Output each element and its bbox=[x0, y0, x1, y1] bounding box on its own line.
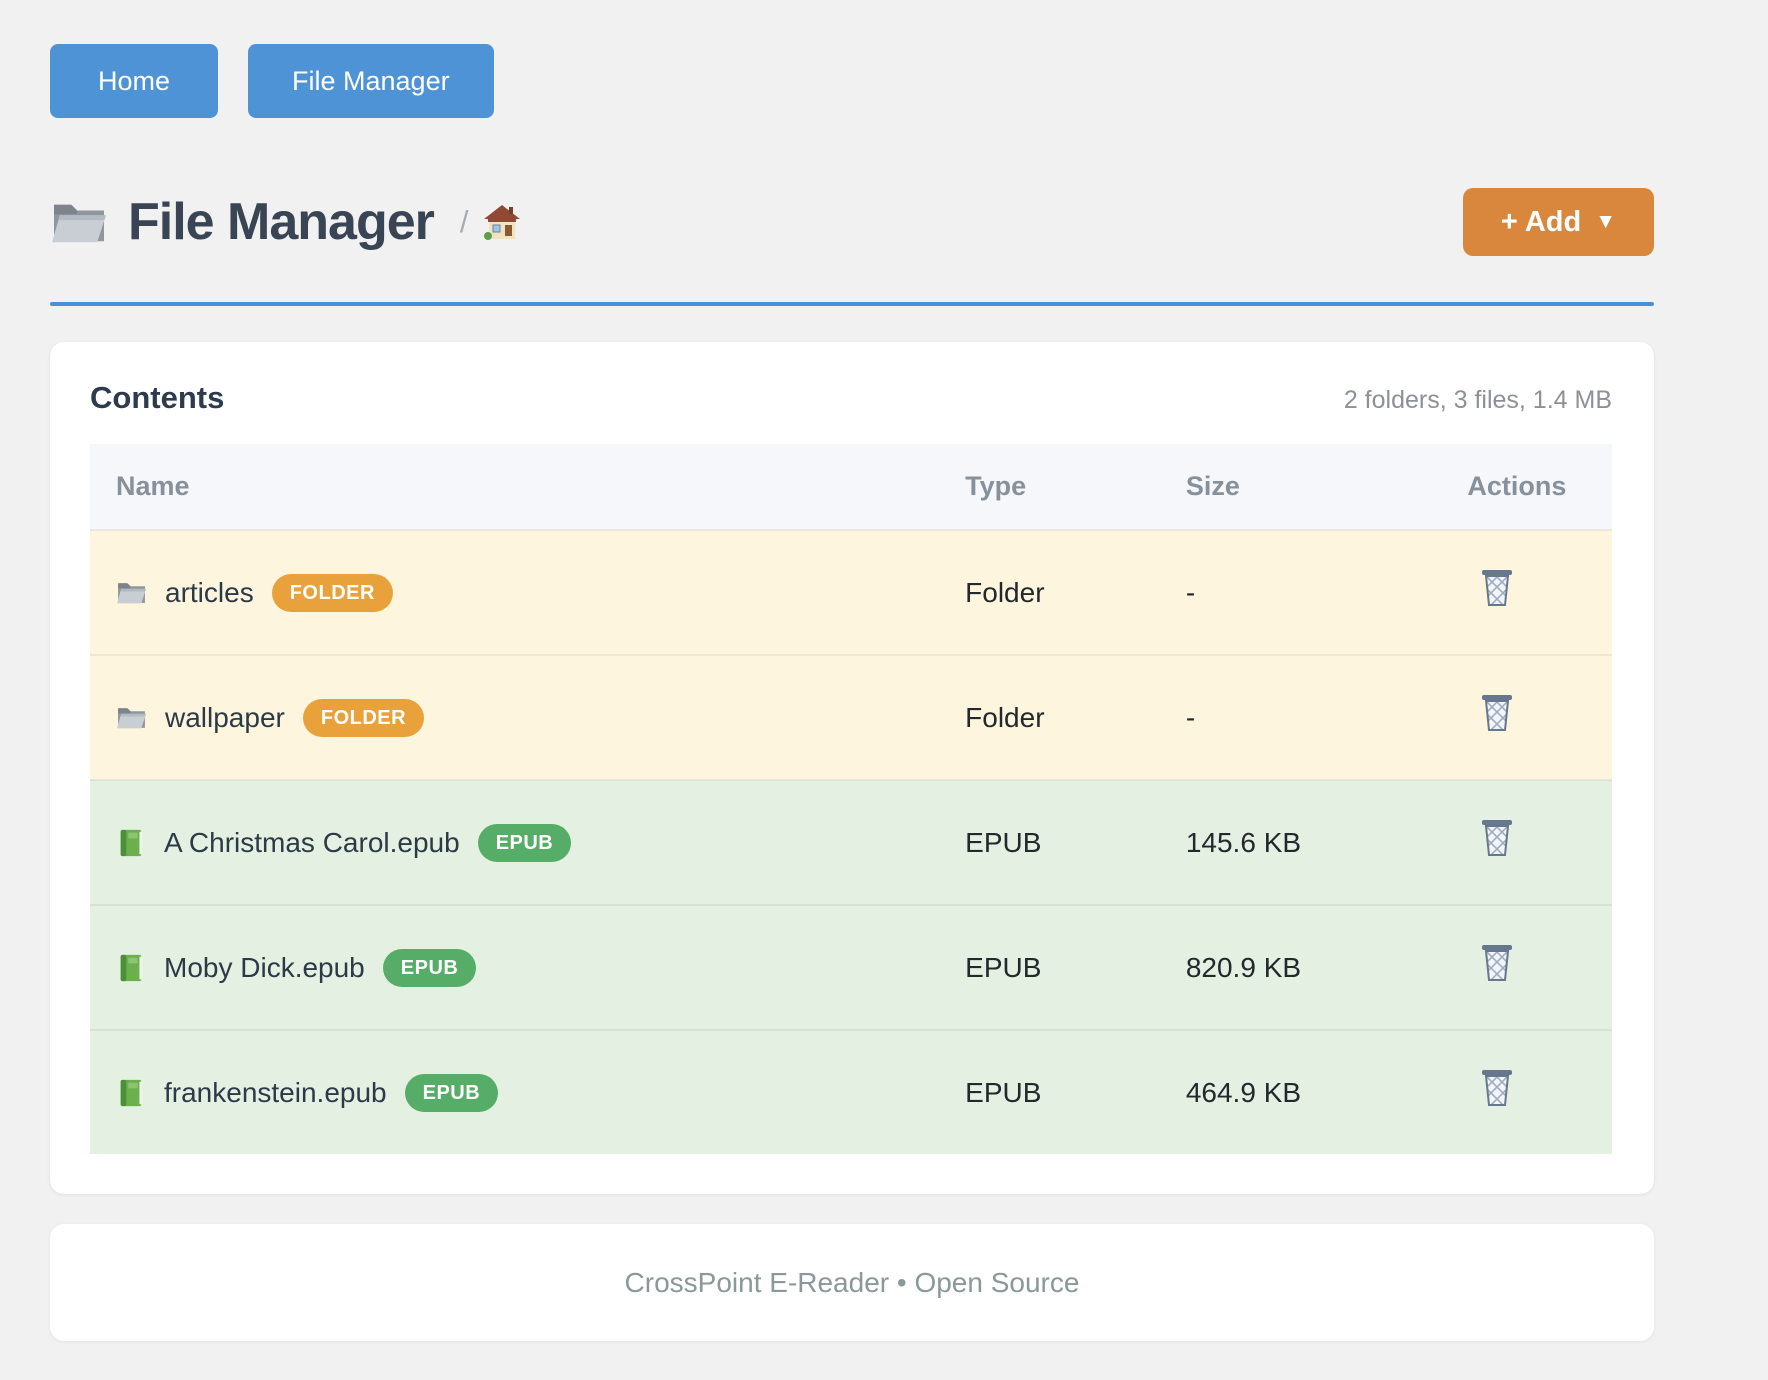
house-icon[interactable] bbox=[483, 203, 521, 241]
file-size: 820.9 KB bbox=[1185, 951, 1302, 983]
file-size: 145.6 KB bbox=[1185, 826, 1302, 858]
column-header-type: Type bbox=[965, 471, 1027, 501]
book-icon bbox=[116, 1078, 146, 1108]
contents-card: Contents 2 folders, 3 files, 1.4 MB Name… bbox=[50, 342, 1654, 1194]
type-badge: EPUB bbox=[404, 1073, 499, 1112]
column-header-size: Size bbox=[1185, 471, 1240, 501]
footer-text: CrossPoint E-Reader • Open Source bbox=[624, 1266, 1080, 1298]
caret-down-icon: ▼ bbox=[1595, 210, 1616, 233]
page-title: File Manager bbox=[128, 193, 435, 251]
type-badge: FOLDER bbox=[271, 573, 393, 612]
file-type: Folder bbox=[965, 701, 1045, 733]
header-divider bbox=[50, 302, 1654, 306]
file-size: 464.9 KB bbox=[1185, 1076, 1302, 1108]
file-name[interactable]: A Christmas Carol.epub bbox=[164, 826, 460, 858]
add-button-label: + Add bbox=[1500, 205, 1582, 238]
file-type: EPUB bbox=[965, 826, 1042, 858]
column-header-name: Name bbox=[116, 471, 190, 501]
trash-icon bbox=[1479, 817, 1515, 860]
delete-button[interactable] bbox=[1479, 692, 1515, 735]
breadcrumb-separator: / bbox=[459, 204, 469, 239]
table-row[interactable]: A Christmas Carol.epub EPUB EPUB 145.6 K… bbox=[90, 780, 1612, 905]
delete-button[interactable] bbox=[1479, 942, 1515, 985]
book-icon bbox=[116, 953, 146, 983]
file-name[interactable]: frankenstein.epub bbox=[164, 1076, 387, 1108]
table-row[interactable]: articles FOLDER Folder - bbox=[90, 530, 1612, 655]
type-badge: EPUB bbox=[477, 823, 572, 862]
trash-icon bbox=[1479, 692, 1515, 735]
home-button[interactable]: Home bbox=[50, 44, 218, 118]
column-header-actions: Actions bbox=[1467, 471, 1567, 501]
page-header: File Manager / + Add ▼ bbox=[50, 188, 1654, 256]
page-container: Home File Manager File Manager / + Add ▼… bbox=[50, 0, 1654, 1341]
table-row[interactable]: Moby Dick.epub EPUB EPUB 820.9 KB bbox=[90, 905, 1612, 1030]
contents-summary: 2 folders, 3 files, 1.4 MB bbox=[1343, 386, 1612, 414]
trash-icon bbox=[1479, 1067, 1515, 1110]
delete-button[interactable] bbox=[1479, 817, 1515, 860]
contents-title: Contents bbox=[90, 380, 225, 415]
file-manager-button[interactable]: File Manager bbox=[248, 44, 494, 118]
file-name[interactable]: wallpaper bbox=[165, 701, 285, 733]
table-row[interactable]: wallpaper FOLDER Folder - bbox=[90, 655, 1612, 780]
folder-icon bbox=[116, 704, 147, 731]
folder-icon bbox=[116, 579, 147, 606]
type-badge: FOLDER bbox=[302, 698, 425, 737]
delete-button[interactable] bbox=[1479, 567, 1515, 610]
book-icon bbox=[116, 828, 146, 858]
delete-button[interactable] bbox=[1479, 1067, 1515, 1110]
file-size: - bbox=[1185, 701, 1196, 733]
file-name[interactable]: articles bbox=[165, 576, 254, 608]
table-row[interactable]: frankenstein.epub EPUB EPUB 464.9 KB bbox=[90, 1030, 1612, 1154]
file-type: EPUB bbox=[965, 951, 1042, 983]
footer: CrossPoint E-Reader • Open Source bbox=[50, 1224, 1654, 1341]
top-nav: Home File Manager bbox=[50, 44, 1654, 118]
file-table: Name Type Size Actions articles FOLDER F… bbox=[90, 444, 1612, 1154]
folder-icon bbox=[50, 197, 108, 247]
file-type: Folder bbox=[965, 576, 1045, 608]
type-badge: EPUB bbox=[382, 948, 477, 987]
file-name[interactable]: Moby Dick.epub bbox=[164, 951, 365, 983]
trash-icon bbox=[1479, 942, 1515, 985]
trash-icon bbox=[1479, 567, 1515, 610]
add-button[interactable]: + Add ▼ bbox=[1462, 188, 1654, 256]
file-type: EPUB bbox=[965, 1076, 1042, 1108]
file-size: - bbox=[1185, 576, 1196, 608]
table-header-row: Name Type Size Actions bbox=[90, 444, 1612, 530]
